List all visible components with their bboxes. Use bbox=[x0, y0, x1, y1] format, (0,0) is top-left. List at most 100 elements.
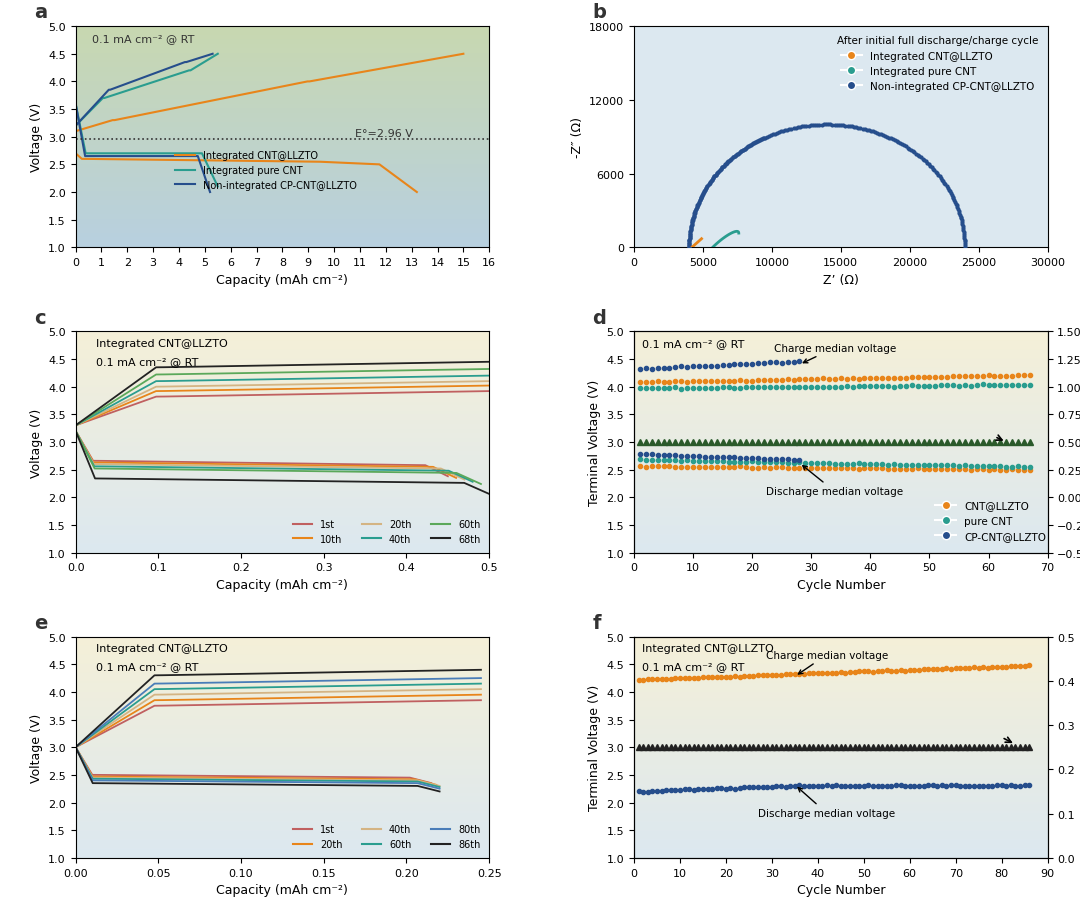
Point bbox=[712, 163, 729, 177]
Point bbox=[913, 151, 930, 165]
Point bbox=[945, 191, 962, 206]
Point bbox=[935, 176, 953, 191]
Text: b: b bbox=[593, 4, 607, 23]
Point bbox=[684, 216, 701, 230]
Point bbox=[755, 132, 772, 146]
Point bbox=[772, 126, 789, 140]
Point bbox=[949, 202, 967, 217]
Point bbox=[953, 214, 970, 228]
Point bbox=[681, 228, 699, 242]
Point bbox=[681, 223, 699, 237]
Point bbox=[805, 118, 822, 133]
Point bbox=[680, 232, 698, 247]
Point bbox=[718, 156, 735, 171]
Point bbox=[706, 170, 724, 184]
Point bbox=[762, 128, 780, 143]
Text: E°=2.96 V: E°=2.96 V bbox=[355, 128, 413, 138]
Point bbox=[698, 182, 715, 196]
Point bbox=[744, 137, 761, 152]
Point bbox=[930, 168, 947, 182]
Point bbox=[886, 134, 903, 148]
Point bbox=[715, 159, 732, 173]
Point bbox=[866, 126, 883, 140]
Point bbox=[875, 128, 892, 143]
Point bbox=[739, 141, 756, 155]
Point bbox=[731, 146, 748, 161]
Point bbox=[932, 172, 949, 186]
Point bbox=[760, 129, 778, 144]
Point bbox=[728, 148, 745, 163]
Point bbox=[747, 135, 765, 150]
Point bbox=[711, 163, 728, 178]
Point bbox=[862, 125, 879, 139]
Point bbox=[873, 128, 890, 143]
Point bbox=[693, 190, 711, 204]
Point bbox=[906, 146, 923, 161]
Text: a: a bbox=[35, 4, 48, 23]
Point bbox=[717, 157, 734, 172]
Point bbox=[954, 219, 971, 234]
Point bbox=[765, 128, 782, 143]
Point bbox=[921, 159, 939, 173]
Point bbox=[946, 195, 963, 209]
Point bbox=[946, 193, 963, 208]
Point bbox=[720, 154, 738, 169]
Point bbox=[737, 143, 754, 157]
Point bbox=[680, 237, 698, 251]
Point bbox=[721, 154, 739, 168]
Point bbox=[956, 235, 973, 249]
Point bbox=[897, 140, 915, 154]
Point bbox=[942, 187, 959, 201]
Point bbox=[687, 205, 704, 219]
Point bbox=[693, 189, 711, 203]
Point bbox=[820, 118, 837, 133]
Point bbox=[903, 144, 920, 158]
Point bbox=[890, 135, 907, 150]
Text: 0.1 mA cm⁻² @ RT: 0.1 mA cm⁻² @ RT bbox=[643, 339, 744, 349]
Point bbox=[730, 146, 747, 161]
Point bbox=[918, 156, 935, 171]
Point bbox=[941, 185, 958, 200]
Y-axis label: Voltage (V): Voltage (V) bbox=[29, 712, 42, 782]
Point bbox=[813, 118, 831, 133]
Point bbox=[934, 175, 951, 190]
Point bbox=[767, 127, 784, 142]
Point bbox=[850, 121, 867, 135]
Point bbox=[680, 237, 698, 251]
Point bbox=[696, 186, 713, 200]
Point bbox=[680, 239, 698, 254]
Text: Discharge median voltage: Discharge median voltage bbox=[767, 466, 904, 497]
Point bbox=[683, 218, 700, 232]
Point bbox=[756, 131, 773, 145]
Point bbox=[680, 231, 698, 246]
Text: Integrated CNT@LLZTO: Integrated CNT@LLZTO bbox=[96, 339, 228, 349]
Point bbox=[818, 118, 835, 133]
Point bbox=[950, 205, 968, 219]
Point bbox=[683, 220, 700, 235]
Legend: 1st, 20th, 40th, 60th, 80th, 86th: 1st, 20th, 40th, 60th, 80th, 86th bbox=[288, 821, 484, 853]
Point bbox=[684, 214, 701, 228]
Point bbox=[904, 144, 921, 159]
Point bbox=[740, 140, 757, 154]
Point bbox=[702, 175, 719, 190]
Point bbox=[680, 238, 698, 253]
Point bbox=[954, 218, 971, 232]
Point bbox=[698, 182, 715, 196]
Point bbox=[914, 153, 931, 167]
Point bbox=[880, 131, 897, 145]
Point bbox=[732, 144, 750, 159]
Point bbox=[699, 180, 716, 194]
Point bbox=[870, 127, 888, 142]
Point bbox=[734, 144, 752, 158]
Point bbox=[811, 118, 828, 133]
Point bbox=[951, 210, 969, 225]
Point bbox=[684, 214, 701, 228]
Point bbox=[929, 167, 946, 182]
Legend: 1st, 10th, 20th, 40th, 60th, 68th: 1st, 10th, 20th, 40th, 60th, 68th bbox=[288, 516, 484, 548]
Point bbox=[939, 182, 956, 196]
Point bbox=[732, 145, 750, 160]
Point bbox=[899, 141, 916, 155]
Text: c: c bbox=[35, 308, 45, 327]
Point bbox=[692, 191, 710, 206]
Point bbox=[770, 126, 787, 140]
